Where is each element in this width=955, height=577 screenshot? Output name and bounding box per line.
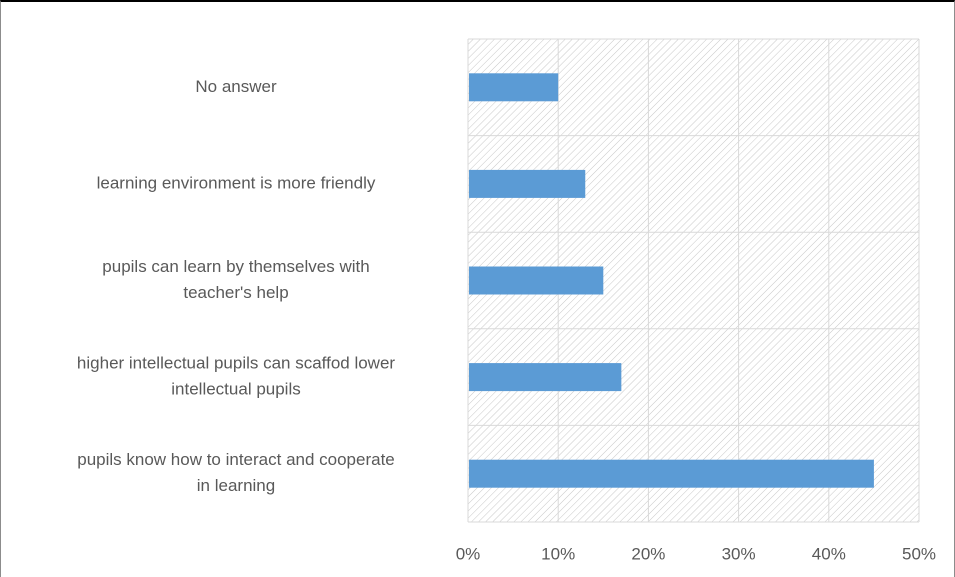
category-label-line: in learning	[197, 476, 275, 495]
bar-4	[469, 459, 874, 488]
tick-label-2: 20%	[631, 544, 665, 563]
tick-label-3: 30%	[722, 544, 756, 563]
category-label-line: teacher's help	[183, 283, 288, 302]
bar-3	[469, 363, 622, 392]
category-label-line: intellectual pupils	[171, 380, 300, 399]
bars	[469, 73, 874, 488]
category-label-0: No answer	[195, 77, 277, 96]
tick-label-5: 50%	[902, 544, 936, 563]
category-label-2: pupils can learn by themselves with teach…	[102, 257, 369, 302]
category-label-4: pupils know how to interact and cooperat…	[77, 450, 395, 495]
category-label-line: learning environment is more friendly	[97, 173, 376, 192]
category-label-line: pupils know how to interact and cooperat…	[77, 450, 395, 469]
category-label-line: No answer	[195, 77, 277, 96]
tick-label-4: 40%	[812, 544, 846, 563]
category-label-3: higher intellectual pupils can scaffod l…	[77, 354, 395, 399]
x-axis-tick-labels: 0% 10% 20% 30% 40% 50%	[456, 544, 936, 563]
horizontal-gridlines	[468, 38, 919, 523]
tick-label-0: 0%	[456, 544, 481, 563]
category-label-line: pupils can learn by themselves with	[102, 257, 369, 276]
category-label-line: higher intellectual pupils can scaffod l…	[77, 354, 395, 373]
tick-label-1: 10%	[541, 544, 575, 563]
bar-2	[469, 266, 604, 295]
category-label-1: learning environment is more friendly	[97, 173, 376, 192]
bar-1	[469, 169, 586, 198]
category-labels: No answer learning environment is more fr…	[77, 77, 395, 495]
bar-0	[469, 73, 559, 102]
